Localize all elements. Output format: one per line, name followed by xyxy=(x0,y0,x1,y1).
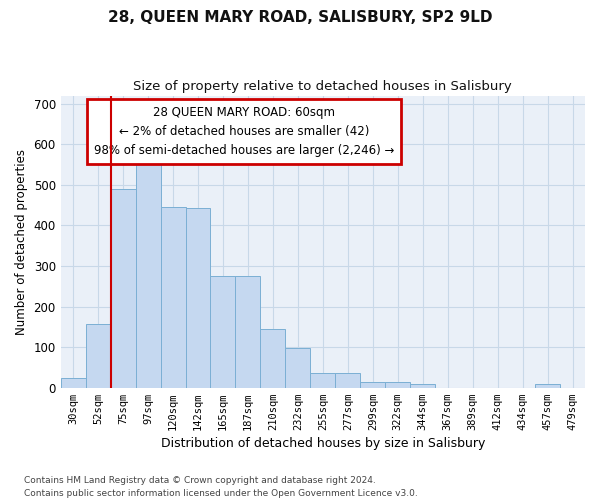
Bar xyxy=(385,382,410,388)
Text: 28, QUEEN MARY ROAD, SALISBURY, SP2 9LD: 28, QUEEN MARY ROAD, SALISBURY, SP2 9LD xyxy=(108,10,492,25)
Bar xyxy=(260,329,286,388)
Bar xyxy=(535,384,560,388)
Bar xyxy=(211,276,235,388)
Bar xyxy=(286,348,310,388)
X-axis label: Distribution of detached houses by size in Salisbury: Distribution of detached houses by size … xyxy=(161,437,485,450)
Bar xyxy=(360,382,385,388)
Bar xyxy=(310,373,335,388)
Bar xyxy=(161,207,185,388)
Bar xyxy=(185,208,211,388)
Title: Size of property relative to detached houses in Salisbury: Size of property relative to detached ho… xyxy=(133,80,512,93)
Bar xyxy=(86,324,110,388)
Bar xyxy=(61,378,86,388)
Text: 28 QUEEN MARY ROAD: 60sqm
← 2% of detached houses are smaller (42)
98% of semi-d: 28 QUEEN MARY ROAD: 60sqm ← 2% of detach… xyxy=(94,106,394,157)
Bar xyxy=(335,373,360,388)
Bar xyxy=(235,276,260,388)
Bar xyxy=(136,160,161,388)
Text: Contains HM Land Registry data © Crown copyright and database right 2024.
Contai: Contains HM Land Registry data © Crown c… xyxy=(24,476,418,498)
Y-axis label: Number of detached properties: Number of detached properties xyxy=(15,148,28,334)
Bar xyxy=(110,189,136,388)
Bar xyxy=(410,384,435,388)
